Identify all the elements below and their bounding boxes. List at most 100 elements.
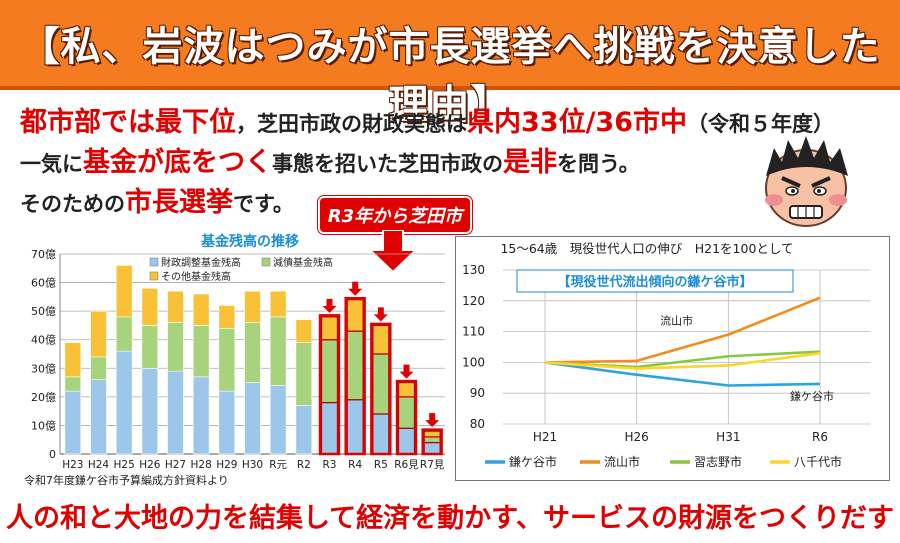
intro-segment: （令和５年度）	[687, 112, 835, 136]
bar-segment	[397, 381, 416, 398]
line-series	[544, 296, 821, 387]
y-tick-label: 20億	[31, 391, 56, 404]
line-annotation: 鎌ケ谷市	[790, 389, 834, 403]
bar-segment	[372, 324, 390, 355]
series-line	[544, 361, 821, 387]
x-tick-label: R6	[812, 430, 828, 444]
down-arrow-icon	[399, 364, 414, 379]
page-title: 【私、岩波はつみが市長選挙へ挑戦を決意した理由】	[19, 24, 881, 128]
bar-segment	[320, 339, 339, 404]
bar-segment	[423, 436, 441, 444]
intro-segment: です。	[233, 192, 294, 216]
bar-highlight-frame	[318, 314, 341, 456]
x-tick-label: H27	[165, 459, 186, 471]
x-tick-label: R2	[297, 459, 311, 471]
bar-segment	[64, 390, 82, 455]
y-tick-label: 130	[462, 263, 485, 277]
bar-segment	[115, 265, 133, 318]
bar-segment	[372, 413, 390, 455]
x-tick-label: R7見	[420, 459, 445, 471]
legend-label: その他基金残高	[161, 270, 231, 283]
legend-label: 流山市	[604, 454, 640, 469]
x-tick-label: R6見	[394, 459, 419, 471]
legend-label: 習志野市	[694, 454, 742, 469]
legend-label: 八千代市	[794, 454, 842, 469]
y-tick-label: 30億	[31, 362, 56, 375]
down-arrow-icon	[368, 230, 418, 272]
chart-subtitle: 【現役世代流出傾向の鎌ケ谷市】	[557, 274, 752, 290]
x-tick-label: R3	[323, 459, 337, 471]
bar-segment	[269, 290, 287, 318]
bar-segment	[320, 316, 339, 341]
bar-segment	[192, 376, 210, 455]
bar-segment	[192, 325, 210, 378]
bar-highlight-frame	[421, 428, 443, 456]
intro-segment: 市長選挙	[125, 187, 233, 218]
intro-segment: を問う。	[557, 152, 640, 176]
population-growth-chart: 15～64歳 現役世代人口の伸び H21を100として 80 90 100 110 12…	[455, 236, 890, 481]
legend-label: 財政調整基金残高	[161, 256, 241, 269]
bar-segment	[397, 427, 416, 455]
chart-legend: 鎌ケ谷市 流山市 習志野市 八千代市	[485, 454, 842, 469]
bar-segment	[423, 430, 441, 438]
intro-segment: 都市部では最下位	[20, 107, 236, 138]
x-tick-label: H25	[114, 459, 135, 471]
legend-swatch	[261, 257, 271, 267]
x-tick-label: H26	[139, 459, 161, 471]
bar-segment	[115, 316, 133, 352]
y-axis-ticks: 0 10億 20億 30億 40億 50億 60億 70億	[31, 248, 56, 461]
down-arrow-icon	[348, 281, 363, 296]
bar-segment	[244, 290, 261, 323]
bar-segment	[167, 290, 184, 323]
bar-segment	[167, 370, 184, 455]
bar-segment	[141, 287, 159, 326]
y-tick-label: 110	[462, 325, 485, 339]
intro-line-1: 都市部では最下位，芝田市政の財政実態は県内33位/36市中（令和５年度）	[20, 100, 834, 139]
y-tick-label: 10億	[31, 419, 56, 432]
chart-title: 15～64歳 現役世代人口の伸び H21を100として	[500, 241, 793, 256]
x-tick-label: H26	[625, 430, 649, 444]
intro-segment: 事態を招いた芝田市政の	[272, 152, 503, 176]
bar-segment	[295, 342, 313, 406]
bar-segment	[141, 325, 159, 369]
bar-segment	[90, 310, 107, 358]
bar-segment	[269, 385, 287, 455]
bar-segment	[141, 367, 159, 455]
x-tick-label: H28	[191, 459, 212, 471]
bar-segment	[244, 382, 261, 455]
bar-segment	[192, 293, 210, 326]
bar-highlight-frame	[395, 379, 418, 456]
x-tick-label: H30	[242, 459, 263, 471]
bar-segment	[346, 399, 364, 455]
bar-segment	[295, 319, 313, 343]
line-annotation: 流山市	[660, 314, 693, 328]
legend-label: 鎌ケ谷市	[509, 454, 557, 469]
bar-segment	[90, 356, 107, 381]
bar-segment	[397, 396, 416, 429]
bar-segment	[295, 405, 313, 455]
bar-highlight-frame	[370, 322, 392, 456]
series-line	[544, 351, 821, 370]
x-tick-label: H29	[216, 459, 237, 471]
bar-segment	[218, 305, 236, 329]
bar-segment	[346, 330, 364, 401]
x-tick-label: R5	[374, 459, 388, 471]
bar-segment	[64, 342, 82, 378]
y-tick-label: 100	[462, 355, 485, 369]
down-arrow-icon	[373, 307, 388, 322]
chart-title: 基金残高の推移	[201, 233, 299, 250]
legend-swatch	[149, 257, 159, 267]
y-tick-label: 70億	[31, 248, 56, 261]
y-tick-label: 0	[49, 448, 56, 461]
subtitle-box	[516, 269, 794, 293]
y-tick-label: 40億	[31, 334, 56, 347]
bar-segment	[218, 390, 236, 455]
y-tick-label: 50億	[31, 305, 56, 318]
bar-segment	[167, 322, 184, 372]
x-tick-label: H21	[533, 430, 557, 444]
y-tick-label: 60億	[31, 277, 56, 290]
x-axis-labels: H21 H26 H31 R6	[533, 430, 828, 444]
